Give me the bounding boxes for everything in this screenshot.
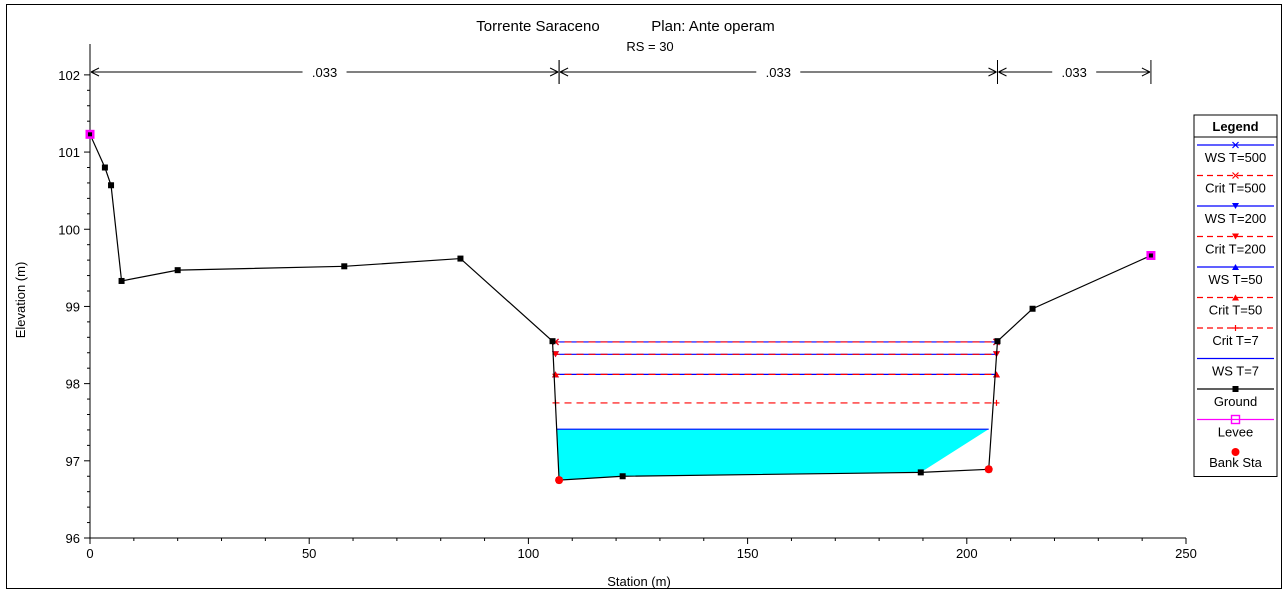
ground-point — [917, 469, 924, 476]
legend-swatch-marker — [1232, 386, 1239, 392]
x-tick-label: 100 — [518, 546, 540, 561]
ground-point — [619, 473, 626, 480]
levee-marker-center — [1148, 253, 1153, 258]
legend-swatch-marker — [1232, 203, 1239, 209]
legend-swatch-marker — [1232, 141, 1239, 149]
legend-entry-label: WS T=50 — [1208, 272, 1262, 287]
mannings-arrowhead — [1141, 67, 1151, 77]
y-tick-label: 100 — [58, 222, 80, 237]
legend-entry-label: Levee — [1218, 425, 1253, 440]
bank-station-marker — [555, 476, 564, 485]
legend-entry-label: Bank Sta — [1209, 455, 1263, 470]
ground-point — [108, 182, 115, 189]
legend-swatch-marker — [1232, 294, 1239, 301]
chart-frame — [6, 4, 1282, 589]
x-tick-label: 250 — [1175, 546, 1197, 561]
x-tick-label: 50 — [302, 546, 316, 561]
chart-title: Torrente Saraceno — [476, 18, 599, 35]
legend-entry-label: Crit T=200 — [1205, 242, 1266, 257]
levee-marker-center — [88, 132, 92, 137]
mannings-arrowhead — [90, 67, 100, 77]
legend-swatch-marker — [1232, 325, 1239, 331]
ground-line — [89, 134, 1152, 481]
water-surface-marker — [552, 351, 560, 358]
legend-entry-label: Crit T=7 — [1212, 333, 1258, 348]
mannings-n-label: .033 — [766, 65, 791, 80]
legend: Legend WS T=500 Crit T=500 WS T=200 Crit T=2… — [1193, 114, 1278, 477]
water-fill — [556, 429, 989, 481]
legend-entry-label: Crit T=500 — [1205, 181, 1266, 196]
legend-entry-label: Ground — [1214, 394, 1257, 409]
y-axis-label: Elevation (m) — [13, 262, 28, 339]
y-tick-label: 98 — [66, 377, 80, 392]
chart-plan: Plan: Ante operam — [651, 18, 774, 35]
legend-entry-label: WS T=7 — [1212, 364, 1259, 379]
chart-subtitle: RS = 30 — [626, 39, 673, 54]
legend-swatch — [1231, 448, 1240, 456]
mannings-arrowhead — [998, 67, 1007, 77]
legend-title: Legend — [1212, 119, 1258, 134]
mannings-n-label: .033 — [312, 65, 337, 80]
x-tick-label: 150 — [737, 546, 759, 561]
legend-swatch-marker — [1232, 264, 1239, 270]
y-tick-label: 101 — [58, 145, 80, 160]
legend-swatch-marker — [1230, 414, 1241, 425]
ground-point — [101, 164, 108, 171]
legend-entry-label: WS T=200 — [1205, 211, 1267, 226]
plot-area: 96 97 98 99 100 101 102 0 50 100 150 200 250 .033 .033… — [58, 44, 1197, 561]
ground-point — [118, 277, 125, 284]
x-axis-label: Station (m) — [607, 574, 671, 589]
mannings-arrowhead — [988, 67, 997, 77]
x-tick-label: 200 — [956, 546, 978, 561]
ground-point — [1029, 305, 1036, 312]
mannings-arrowhead — [559, 67, 569, 77]
legend-entry-label: Crit T=50 — [1209, 303, 1263, 318]
water-surface-marker — [993, 399, 1000, 406]
y-tick-label: 96 — [66, 531, 80, 546]
x-tick-label: 0 — [86, 546, 93, 561]
mannings-n-label: .033 — [1062, 65, 1087, 80]
ground-point — [549, 338, 556, 345]
legend-entry-label: WS T=500 — [1205, 150, 1267, 165]
ground-point — [994, 338, 1001, 345]
legend-swatch-marker — [1232, 172, 1239, 179]
y-tick-label: 102 — [58, 68, 80, 83]
mannings-arrowhead — [549, 67, 559, 77]
y-tick-label: 97 — [66, 454, 80, 469]
y-tick-label: 99 — [66, 299, 80, 314]
ground-point — [457, 255, 464, 262]
ground-point — [341, 263, 348, 270]
bank-station-marker — [984, 465, 993, 474]
legend-swatch-marker — [1232, 233, 1239, 240]
ground-point — [174, 267, 181, 274]
